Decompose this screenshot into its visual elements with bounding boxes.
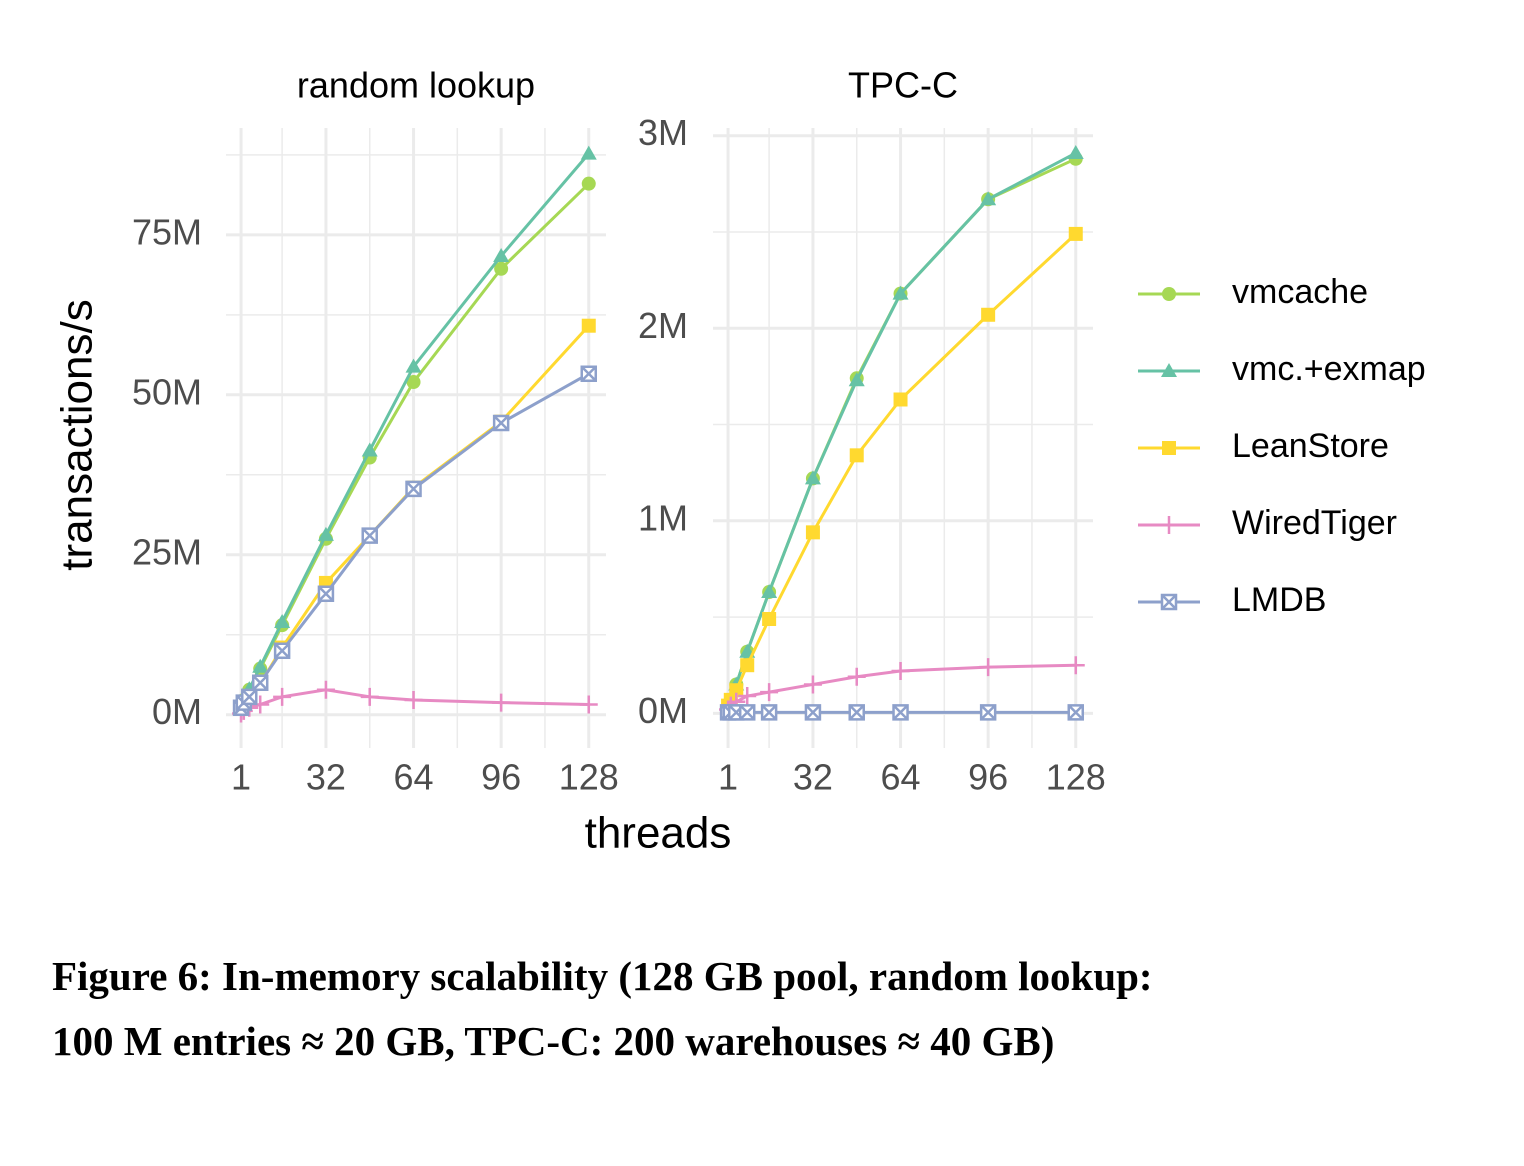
point <box>803 675 822 694</box>
x-tick-label: 128 <box>1046 757 1106 798</box>
y-tick-label: 75M <box>132 211 202 252</box>
y-tick-label: 3M <box>638 112 688 153</box>
legend-label: WiredTiger <box>1232 504 1397 542</box>
point <box>981 307 996 322</box>
point <box>360 687 379 706</box>
point <box>740 658 755 673</box>
legend-label: vmcache <box>1232 273 1368 311</box>
y-tick-label: 0M <box>152 691 202 732</box>
point <box>760 683 779 702</box>
point <box>361 442 378 457</box>
point <box>979 704 997 721</box>
point <box>805 525 820 540</box>
point <box>729 683 744 698</box>
point <box>1067 704 1084 721</box>
point <box>1067 145 1084 160</box>
point <box>738 704 756 721</box>
point <box>761 584 778 599</box>
point <box>580 145 597 160</box>
point <box>762 611 777 626</box>
legend-marker <box>1162 441 1176 455</box>
point <box>580 365 598 382</box>
point <box>404 691 423 710</box>
y-tick-label: 0M <box>638 690 688 731</box>
point <box>492 414 510 432</box>
point <box>892 704 909 721</box>
x-tick-label: 32 <box>793 757 833 798</box>
legend-marker <box>1160 593 1178 611</box>
point <box>406 375 421 390</box>
point <box>492 693 511 712</box>
series-line <box>726 663 1076 711</box>
y-tick-label: 2M <box>638 305 688 346</box>
point <box>848 704 865 721</box>
point <box>579 695 598 714</box>
x-tick-label: 64 <box>394 757 434 798</box>
point <box>252 658 269 673</box>
y-axis-label: transactions/s <box>53 299 102 570</box>
point <box>405 480 422 498</box>
point <box>494 261 509 276</box>
point <box>847 667 866 686</box>
legend-marker <box>1161 363 1177 377</box>
panel-title: TPC-C <box>848 65 958 106</box>
point <box>738 687 757 706</box>
x-tick-label: 1 <box>718 757 738 798</box>
point <box>581 176 596 191</box>
point <box>316 680 335 699</box>
x-tick-label: 1 <box>231 757 251 798</box>
point <box>848 372 865 387</box>
point <box>493 247 510 262</box>
y-tick-label: 50M <box>132 371 202 412</box>
y-tick-label: 1M <box>638 497 688 538</box>
point <box>891 661 910 680</box>
legend-marker <box>1162 287 1176 301</box>
point <box>317 526 334 541</box>
caption-line: Figure 6: In-memory scalability (128 GB … <box>52 953 1153 999</box>
legend-label: LeanStore <box>1232 427 1389 465</box>
point <box>251 674 269 691</box>
y-tick-label: 25M <box>132 531 202 572</box>
point <box>241 688 258 706</box>
caption-line: 100 M entries ≈ 20 GB, TPC-C: 200 wareho… <box>52 1018 1054 1064</box>
x-tick-label: 96 <box>968 757 1008 798</box>
x-tick-label: 96 <box>481 757 521 798</box>
legend-marker <box>1160 516 1178 534</box>
point <box>849 448 864 463</box>
point <box>273 642 291 659</box>
x-axis-label: threads <box>585 809 732 858</box>
point <box>274 613 291 628</box>
point <box>361 527 378 544</box>
point <box>1068 226 1083 241</box>
point <box>273 687 292 706</box>
point <box>317 585 335 603</box>
point <box>804 704 822 721</box>
panel-title: random lookup <box>297 65 535 106</box>
legend-label: vmc.+exmap <box>1232 350 1426 388</box>
x-tick-label: 32 <box>306 757 346 798</box>
point <box>581 318 596 333</box>
point <box>892 285 909 300</box>
point <box>980 191 997 206</box>
point <box>1066 656 1085 675</box>
point <box>893 392 908 407</box>
point <box>804 470 821 485</box>
point <box>405 358 422 373</box>
legend-label: LMDB <box>1232 581 1326 619</box>
point <box>760 704 778 721</box>
point <box>979 658 998 677</box>
x-tick-label: 64 <box>881 757 921 798</box>
x-tick-label: 128 <box>559 757 619 798</box>
